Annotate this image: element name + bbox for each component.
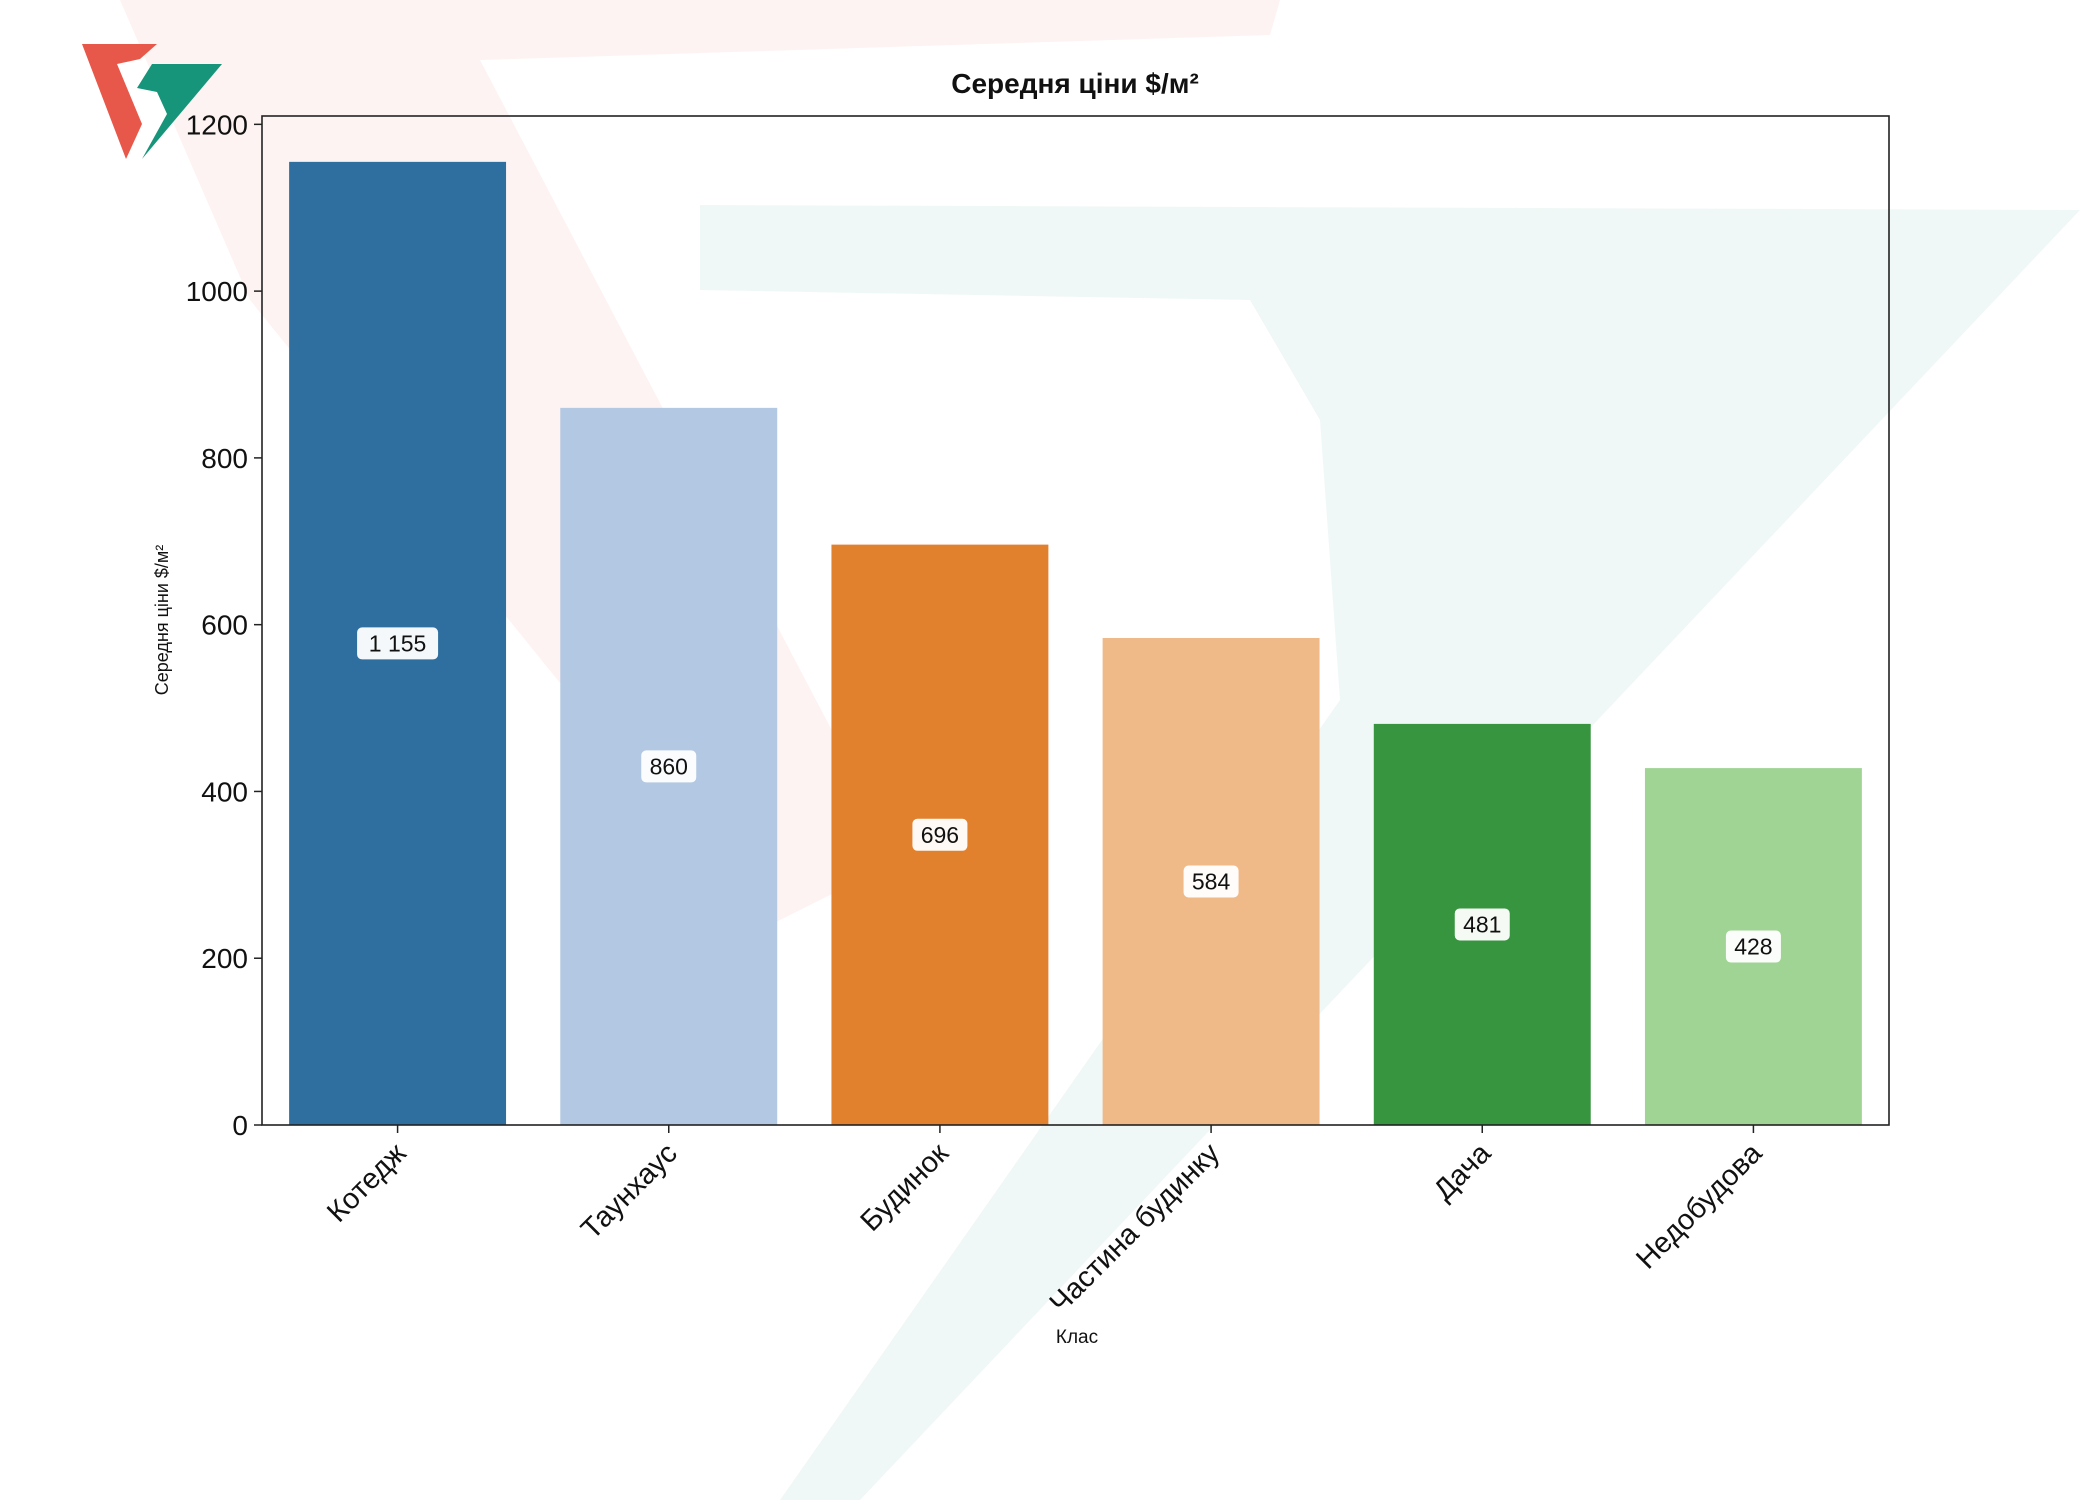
y-tick-label-1200: 1200 — [186, 109, 248, 140]
data-label-box-3 — [1183, 865, 1239, 898]
company-logo — [82, 44, 222, 159]
x-tick-label-5: Недобудова — [1630, 1137, 1769, 1276]
data-label-5: 428 — [1734, 934, 1772, 960]
data-label-box-0 — [357, 627, 439, 660]
y-tick-label-0: 0 — [232, 1110, 248, 1141]
x-tick-label-4: Дача — [1428, 1137, 1498, 1207]
data-label-box-5 — [1725, 930, 1781, 963]
x-axis-label: Клас — [1056, 1327, 1098, 1348]
data-label-2: 696 — [921, 822, 959, 848]
y-tick-label-400: 400 — [201, 776, 248, 807]
x-tick-label-0: Котедж — [321, 1137, 413, 1229]
data-label-0: 1 155 — [369, 630, 427, 656]
y-tick-label-600: 600 — [201, 610, 248, 641]
y-tick-label-1000: 1000 — [186, 276, 248, 307]
plot-area: 1 155 860 696 584 481 428 0 200 400 600 800 1000 120… — [186, 109, 1890, 1320]
data-label-box-2 — [912, 818, 968, 851]
logo-green-mark — [137, 64, 222, 159]
data-label-4: 481 — [1463, 911, 1501, 937]
y-axis-label: Середня ціни $/м² — [152, 545, 172, 696]
chart-title: Середня ціни $/м² — [951, 68, 1199, 99]
data-label-1: 860 — [650, 753, 688, 779]
data-label-box-1 — [641, 750, 697, 783]
data-label-3: 584 — [1192, 869, 1231, 895]
logo-red-mark — [82, 44, 157, 159]
x-tick-label-2: Будинок — [855, 1137, 956, 1238]
data-label-box-4 — [1454, 908, 1510, 941]
y-tick-label-200: 200 — [201, 943, 248, 974]
axes-frame — [261, 115, 1890, 1126]
x-tick-label-1: Таунхаус — [575, 1137, 683, 1245]
y-tick-label-800: 800 — [201, 443, 248, 474]
